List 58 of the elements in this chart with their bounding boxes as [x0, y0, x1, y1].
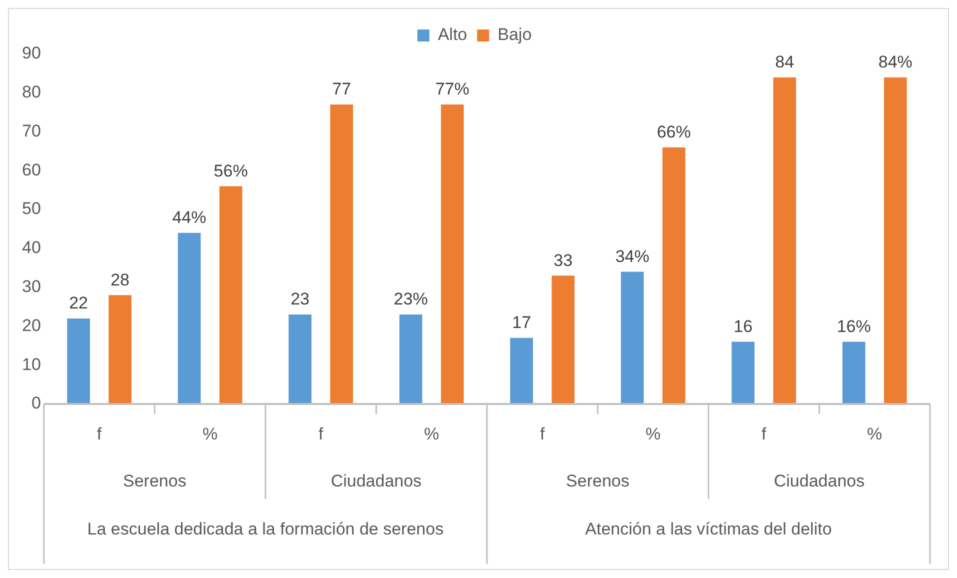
bar [884, 77, 907, 404]
data-label: 23 [290, 290, 310, 309]
text: Serenos [123, 472, 186, 491]
y-tick-label: 0 [31, 394, 41, 413]
bar [510, 338, 533, 404]
y-tick-label: 30 [22, 277, 41, 296]
y-tick-label: 90 [22, 44, 41, 63]
bar [440, 104, 464, 404]
bar [662, 147, 686, 404]
bar [108, 295, 132, 404]
x-tick-label: % [867, 424, 882, 444]
x-tick-label: f [761, 424, 766, 444]
bar [330, 104, 354, 404]
data-label: 66% [656, 122, 691, 142]
data-label: 77 [332, 80, 352, 99]
legend-label: Alto [438, 25, 468, 44]
data-label: 34% [615, 246, 650, 266]
bar [552, 276, 575, 404]
x-tick-label: f [540, 424, 545, 444]
data-label: 22 [69, 294, 88, 313]
y-tick-label: 50 [22, 199, 41, 218]
data-label: 84% [878, 52, 912, 72]
x-tick-label: f [96, 424, 102, 444]
bar [219, 186, 242, 404]
bar [178, 232, 201, 404]
bar [67, 318, 90, 404]
data-label: 17 [512, 313, 532, 332]
text: Ciudadanos [330, 472, 422, 491]
bar [399, 314, 422, 404]
text: La escuela dedicada a la formación de serenos [87, 520, 444, 539]
bar [773, 77, 796, 404]
data-label: 77% [435, 80, 470, 99]
x-tick-label: % [646, 424, 661, 444]
data-label: 33 [554, 250, 573, 270]
y-tick-label: 10 [22, 354, 41, 374]
data-label: 84 [775, 52, 794, 72]
bar [620, 272, 644, 404]
text: Atención a las víctimas del delito [585, 520, 832, 539]
bar [288, 314, 312, 404]
y-tick-label: 40 [22, 238, 41, 258]
data-label: 16% [836, 316, 871, 336]
y-tick-label: 80 [22, 82, 41, 102]
x-tick-label: % [202, 424, 218, 444]
y-tick-label: 20 [22, 316, 41, 335]
x-tick-label: % [424, 424, 440, 444]
text: Serenos [566, 472, 630, 491]
bar [842, 342, 866, 404]
text: Ciudadanos [774, 472, 865, 491]
data-label: 16 [734, 316, 753, 336]
x-tick-label: f [318, 424, 324, 444]
bar [732, 342, 755, 404]
data-label: 56% [214, 161, 248, 180]
data-label: 23% [394, 290, 428, 309]
data-label: 44% [172, 208, 206, 228]
data-label: 28 [110, 270, 130, 290]
y-tick-label: 70 [22, 121, 41, 140]
legend-label: Bajo [498, 25, 532, 44]
y-tick-label: 60 [22, 160, 41, 180]
